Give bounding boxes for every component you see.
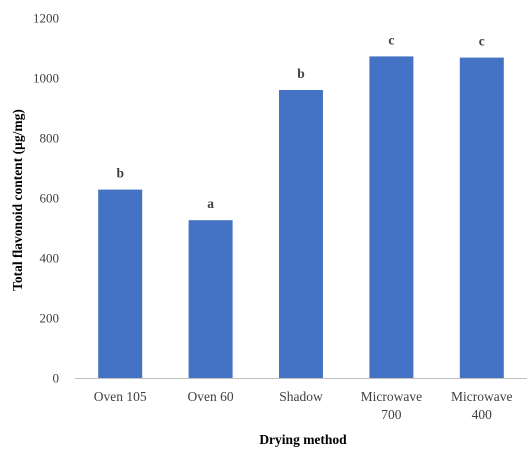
data-label: c: [479, 34, 485, 49]
bar: [98, 189, 143, 378]
bar: [279, 90, 323, 378]
bar: [369, 56, 414, 379]
data-label: b: [297, 66, 305, 81]
data-labels: b a b c c: [116, 32, 484, 211]
x-tick-label: Oven 60: [188, 389, 234, 404]
x-tick-label: Microwave: [361, 389, 422, 404]
bar: [459, 57, 504, 378]
y-tick-label: 600: [40, 191, 60, 206]
y-axis-title: Total flavonoid content (µg/mg): [10, 109, 25, 291]
data-label: b: [116, 166, 124, 181]
x-tick-label: Oven 105: [94, 389, 147, 404]
x-tick-label: 700: [381, 407, 402, 422]
y-tick-label: 200: [40, 311, 60, 326]
data-label: c: [388, 32, 394, 47]
y-tick-label: 800: [40, 131, 60, 146]
x-axis-tick-labels: Oven 105 Oven 60 Shadow Microwave 700 Microwa…: [94, 389, 513, 422]
data-label: a: [207, 196, 214, 211]
x-tick-label: Shadow: [279, 389, 323, 404]
y-tick-label: 0: [53, 371, 60, 386]
x-tick-label: Microwave: [451, 389, 512, 404]
x-tick-label: 400: [472, 407, 493, 422]
x-axis-title: Drying method: [259, 432, 347, 447]
y-tick-label: 1000: [33, 71, 59, 86]
y-tick-label: 1200: [33, 11, 59, 26]
y-tick-label: 400: [40, 251, 60, 266]
bar: [188, 220, 233, 378]
bars: [98, 56, 504, 379]
y-axis-ticks: 0 200 400 600 800 1000 1200: [33, 11, 59, 386]
